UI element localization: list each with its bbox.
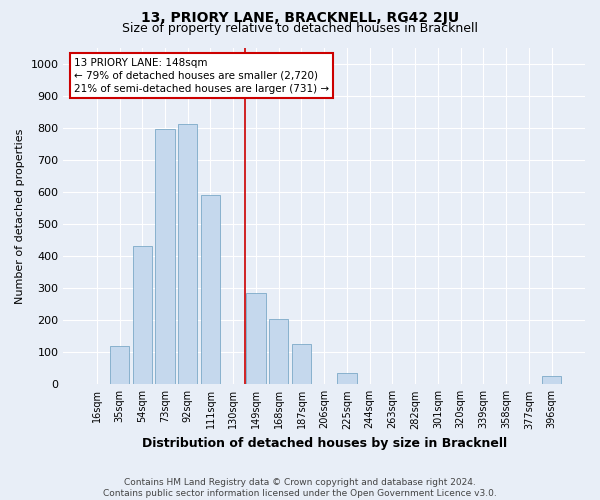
Bar <box>155 130 175 384</box>
Bar <box>133 246 152 384</box>
Text: Size of property relative to detached houses in Bracknell: Size of property relative to detached ho… <box>122 22 478 35</box>
Bar <box>542 376 561 384</box>
Text: 13, PRIORY LANE, BRACKNELL, RG42 2JU: 13, PRIORY LANE, BRACKNELL, RG42 2JU <box>141 11 459 25</box>
Bar <box>292 344 311 385</box>
Bar <box>110 346 129 385</box>
Bar <box>178 124 197 384</box>
X-axis label: Distribution of detached houses by size in Bracknell: Distribution of detached houses by size … <box>142 437 507 450</box>
Text: 13 PRIORY LANE: 148sqm
← 79% of detached houses are smaller (2,720)
21% of semi-: 13 PRIORY LANE: 148sqm ← 79% of detached… <box>74 58 329 94</box>
Bar <box>269 318 289 384</box>
Y-axis label: Number of detached properties: Number of detached properties <box>15 128 25 304</box>
Text: Contains HM Land Registry data © Crown copyright and database right 2024.
Contai: Contains HM Land Registry data © Crown c… <box>103 478 497 498</box>
Bar <box>201 195 220 384</box>
Bar <box>247 293 266 384</box>
Bar <box>337 373 356 384</box>
